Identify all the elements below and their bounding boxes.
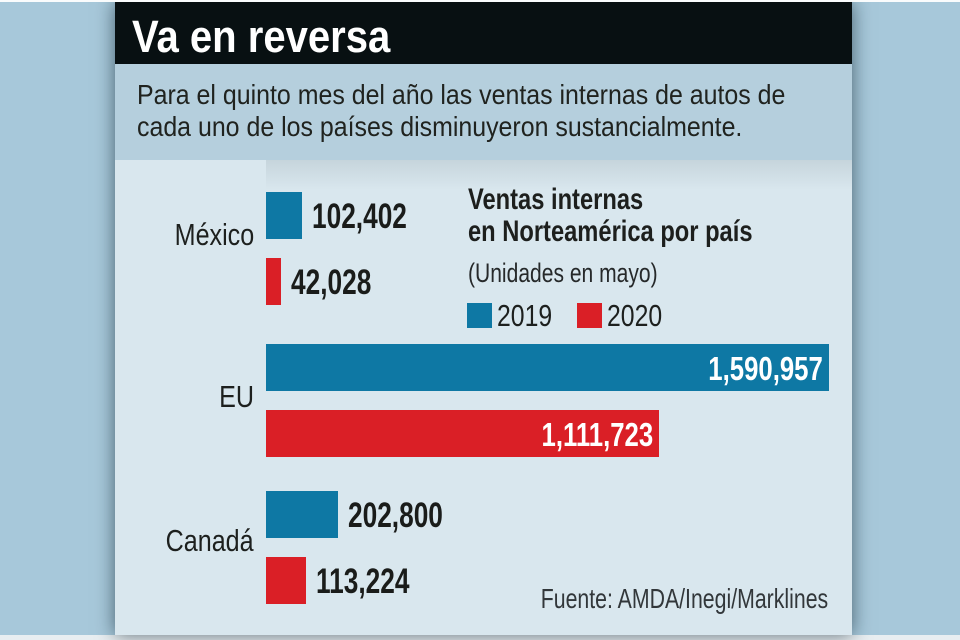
chart-title-line-2: en Norteamérica por país [468,215,753,248]
chart-header: Ventas internas en Norteamérica por país… [468,184,848,289]
chart-legend: 2019 2020 [467,298,847,333]
legend-label-2019-text: 2019 [497,298,553,333]
title-bar: Va en reversa [115,2,852,64]
chart-units-note: (Unidades en mayo) [468,258,848,289]
bar-2019-eu [266,344,829,391]
category-label-2: EU [219,379,254,414]
page-title-text: Va en reversa [132,11,391,62]
chart-title-line-1: Ventas internas [468,183,644,216]
bar-2020-eu [266,410,659,457]
bar-2020-mexico [266,258,281,305]
bar-chart: México 102,402 42,028 EU 1,590,957 1,111,723 C… [115,160,852,635]
top-edge-strip [0,0,960,2]
value-label-2020-canada: 113,224 [316,561,410,601]
legend-label-2019: 2019 [497,298,566,334]
value-label-2019-mexico: 102,402 [312,196,407,236]
source-credit: Fuente: AMDA/Inegi/Marklines [450,583,828,615]
page-title: Va en reversa [115,11,422,63]
subtitle-band: Para el quinto mes del año las ventas in… [115,64,852,160]
infographic-card: Va en reversa Para el quinto mes del año… [115,2,852,635]
category-label-1: México [174,217,254,252]
chart-title: Ventas internas en Norteamérica por país [468,184,848,248]
subtitle: Para el quinto mes del año las ventas in… [137,79,865,143]
subtitle-line-2: cada uno de los países disminuyeron sust… [137,111,743,142]
legend-label-2020: 2020 [607,298,676,334]
bottom-edge-strip [0,635,960,640]
legend-swatch-2020 [577,303,602,328]
value-label-2020-eu: 1,111,723 [541,415,653,453]
value-label-2019-eu: 1,590,957 [708,349,823,387]
subtitle-line-1: Para el quinto mes del año las ventas in… [137,79,786,110]
chart-units-note-text: (Unidades en mayo) [468,258,658,288]
bar-2019-canada [266,491,338,538]
value-label-2020-mexico: 42,028 [291,262,372,302]
bar-2020-canada [266,557,306,604]
bar-2019-mexico [266,192,302,239]
source-credit-text: Fuente: AMDA/Inegi/Marklines [540,583,828,614]
legend-swatch-2019 [467,303,492,328]
value-label-2019-canada: 202,800 [348,495,443,535]
legend-label-2020-text: 2020 [607,298,663,333]
category-label-3: Canadá [166,523,254,558]
chart-panel: México 102,402 42,028 EU 1,590,957 1,111,723 C… [115,160,852,635]
